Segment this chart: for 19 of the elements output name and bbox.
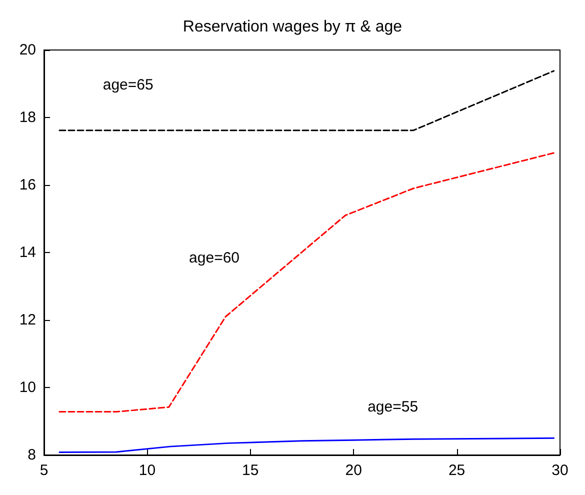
line-series [58,437,555,454]
line-series [58,152,555,413]
y-tick-label: 18 [19,109,36,126]
y-tick-label: 16 [19,176,36,194]
series-label: age=55 [368,398,418,416]
x-tick-label: 20 [345,462,362,479]
y-tick-label: 14 [19,244,36,261]
y-tick-label: 8 [28,446,36,464]
x-tick-label: 10 [138,462,156,479]
text: age=65 [102,76,154,94]
x-tick-label: 25 [448,462,466,479]
y-tick-label: 10 [19,379,36,396]
x-tick-label: 5 [40,462,48,479]
chart-title: Reservation wages by π & age [182,18,402,36]
series-label: age=60 [189,250,240,267]
y-tick-label: 20 [19,42,36,58]
x-tick-label: 30 [552,462,568,479]
x-tick-label: 15 [242,462,259,479]
y-tick-label: 12 [19,312,36,328]
